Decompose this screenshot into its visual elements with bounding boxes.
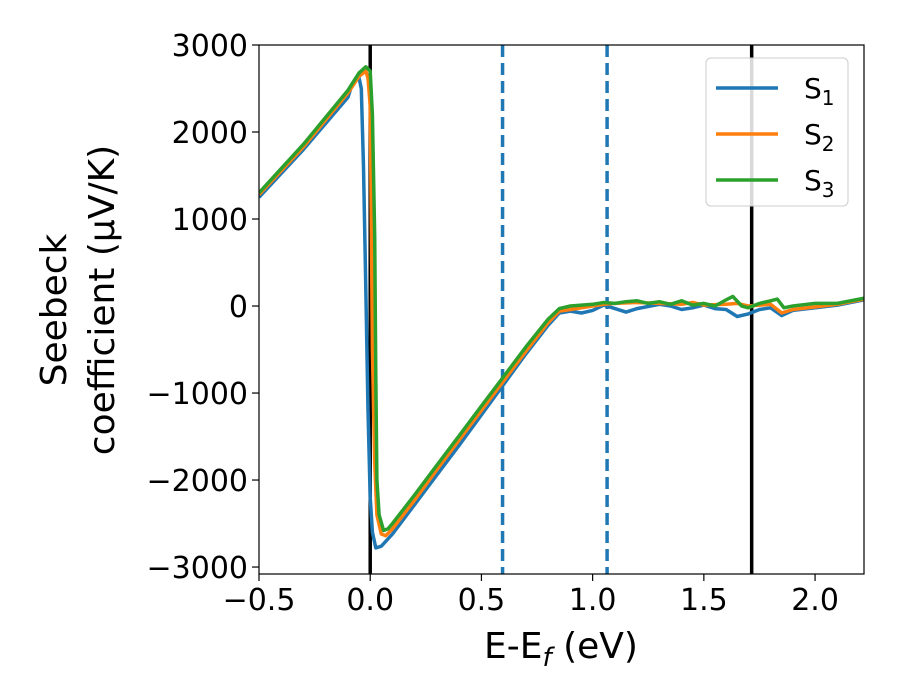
- plot-frame: [258, 44, 865, 575]
- x-tick-label: 1.5: [680, 583, 728, 618]
- y-axis-label-line1: Seebeck: [34, 233, 75, 386]
- legend-label-s1: S1: [804, 72, 835, 110]
- legend-label-s2: S2: [804, 118, 835, 156]
- x-tick-label: 2.0: [791, 583, 839, 618]
- x-tick-label: 0.0: [346, 583, 394, 618]
- x-axis-ticks: −0.5 0.0 0.5 1.0 1.5 2.0: [223, 574, 839, 618]
- y-axis-ticks: −3000 −2000 −1000 0 1000 2000 3000: [147, 29, 259, 586]
- x-tick-label: 1.0: [569, 583, 617, 618]
- y-tick-label: −2000: [147, 464, 248, 499]
- plot-area: [259, 45, 864, 574]
- x-tick-label: 0.5: [458, 583, 506, 618]
- y-tick-label: −1000: [147, 377, 248, 412]
- x-axis-label: E-Ef (eV): [484, 626, 638, 673]
- legend-box: [705, 57, 849, 207]
- y-axis-label-line2: coefficient (μV/K): [82, 145, 123, 455]
- x-tick-label: −0.5: [223, 583, 296, 618]
- y-tick-label: 0: [229, 290, 248, 325]
- legend-label-s3: S3: [804, 164, 835, 202]
- y-tick-label: −3000: [147, 551, 248, 586]
- y-tick-label: 3000: [172, 29, 248, 64]
- y-tick-label: 1000: [172, 203, 248, 238]
- series-line-s3: [259, 65, 864, 533]
- series-lines: [259, 65, 864, 550]
- y-tick-label: 2000: [172, 116, 248, 151]
- legend: S1 S2 S3: [705, 57, 849, 207]
